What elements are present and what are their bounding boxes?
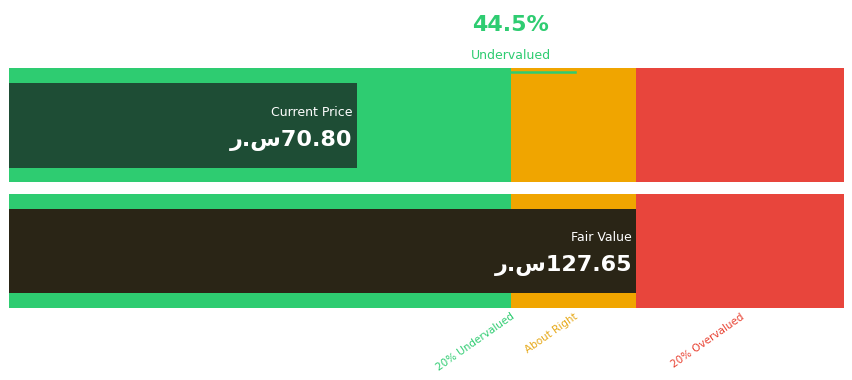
Text: ر.س70.80: ر.س70.80 bbox=[230, 130, 352, 151]
Bar bbox=[636, 194, 843, 308]
Text: 20% Overvalued: 20% Overvalued bbox=[669, 312, 746, 369]
Text: Fair Value: Fair Value bbox=[571, 231, 631, 244]
Text: 44.5%: 44.5% bbox=[472, 15, 549, 35]
Bar bbox=[510, 68, 636, 182]
Text: About Right: About Right bbox=[522, 312, 579, 355]
Bar bbox=[9, 209, 636, 293]
Text: Undervalued: Undervalued bbox=[470, 49, 550, 62]
Bar bbox=[510, 194, 636, 308]
Text: Current Price: Current Price bbox=[271, 106, 352, 119]
Text: ر.س127.65: ر.س127.65 bbox=[494, 255, 631, 277]
Bar bbox=[9, 194, 510, 308]
Text: 20% Undervalued: 20% Undervalued bbox=[435, 312, 515, 373]
Bar bbox=[9, 68, 510, 182]
Bar bbox=[636, 68, 843, 182]
Bar bbox=[9, 83, 356, 168]
